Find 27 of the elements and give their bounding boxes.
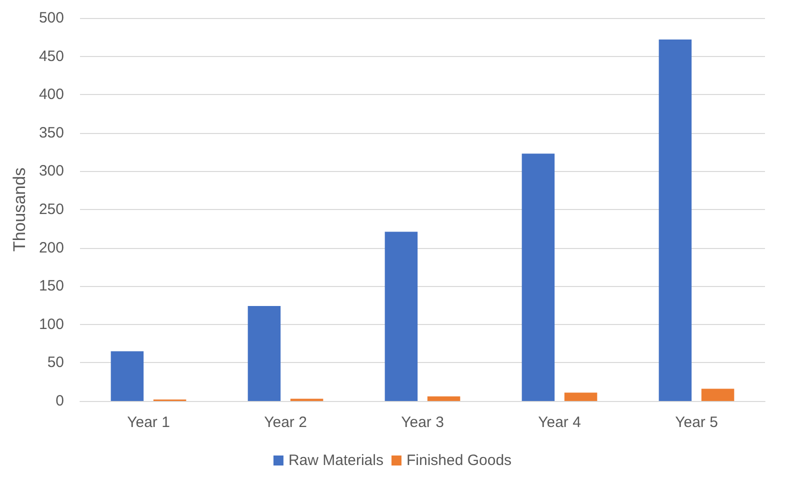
bar: [658, 39, 692, 401]
y-tick-label: 200: [38, 239, 64, 256]
bar: [564, 392, 598, 401]
y-axis-title: Thousands: [10, 167, 29, 252]
bar: [701, 388, 734, 401]
x-tick-label: Year 3: [401, 414, 444, 431]
y-tick-label: 500: [38, 10, 64, 26]
x-tick-label: Year 4: [538, 414, 581, 431]
legend-label: Finished Goods: [406, 452, 512, 469]
bar: [248, 306, 281, 401]
y-tick-label: 350: [38, 124, 64, 142]
y-tick-label: 250: [38, 201, 64, 218]
y-tick-label: 50: [47, 354, 64, 372]
x-tick-label: Year 2: [264, 414, 307, 431]
y-tick-label: 100: [38, 316, 64, 333]
y-tick-label: 300: [38, 162, 64, 180]
bar: [522, 154, 555, 401]
bar: [384, 232, 418, 401]
x-tick-label: Year 5: [675, 414, 718, 431]
y-tick-label: 450: [38, 48, 64, 65]
x-tick-label: Year 1: [127, 414, 170, 431]
y-tick-label: 0: [56, 392, 64, 410]
y-tick-label: 150: [38, 278, 64, 295]
legend-label: Raw Materials: [288, 452, 384, 469]
y-tick-label: 400: [38, 86, 64, 104]
bar: [110, 351, 144, 401]
bar: [427, 396, 460, 401]
